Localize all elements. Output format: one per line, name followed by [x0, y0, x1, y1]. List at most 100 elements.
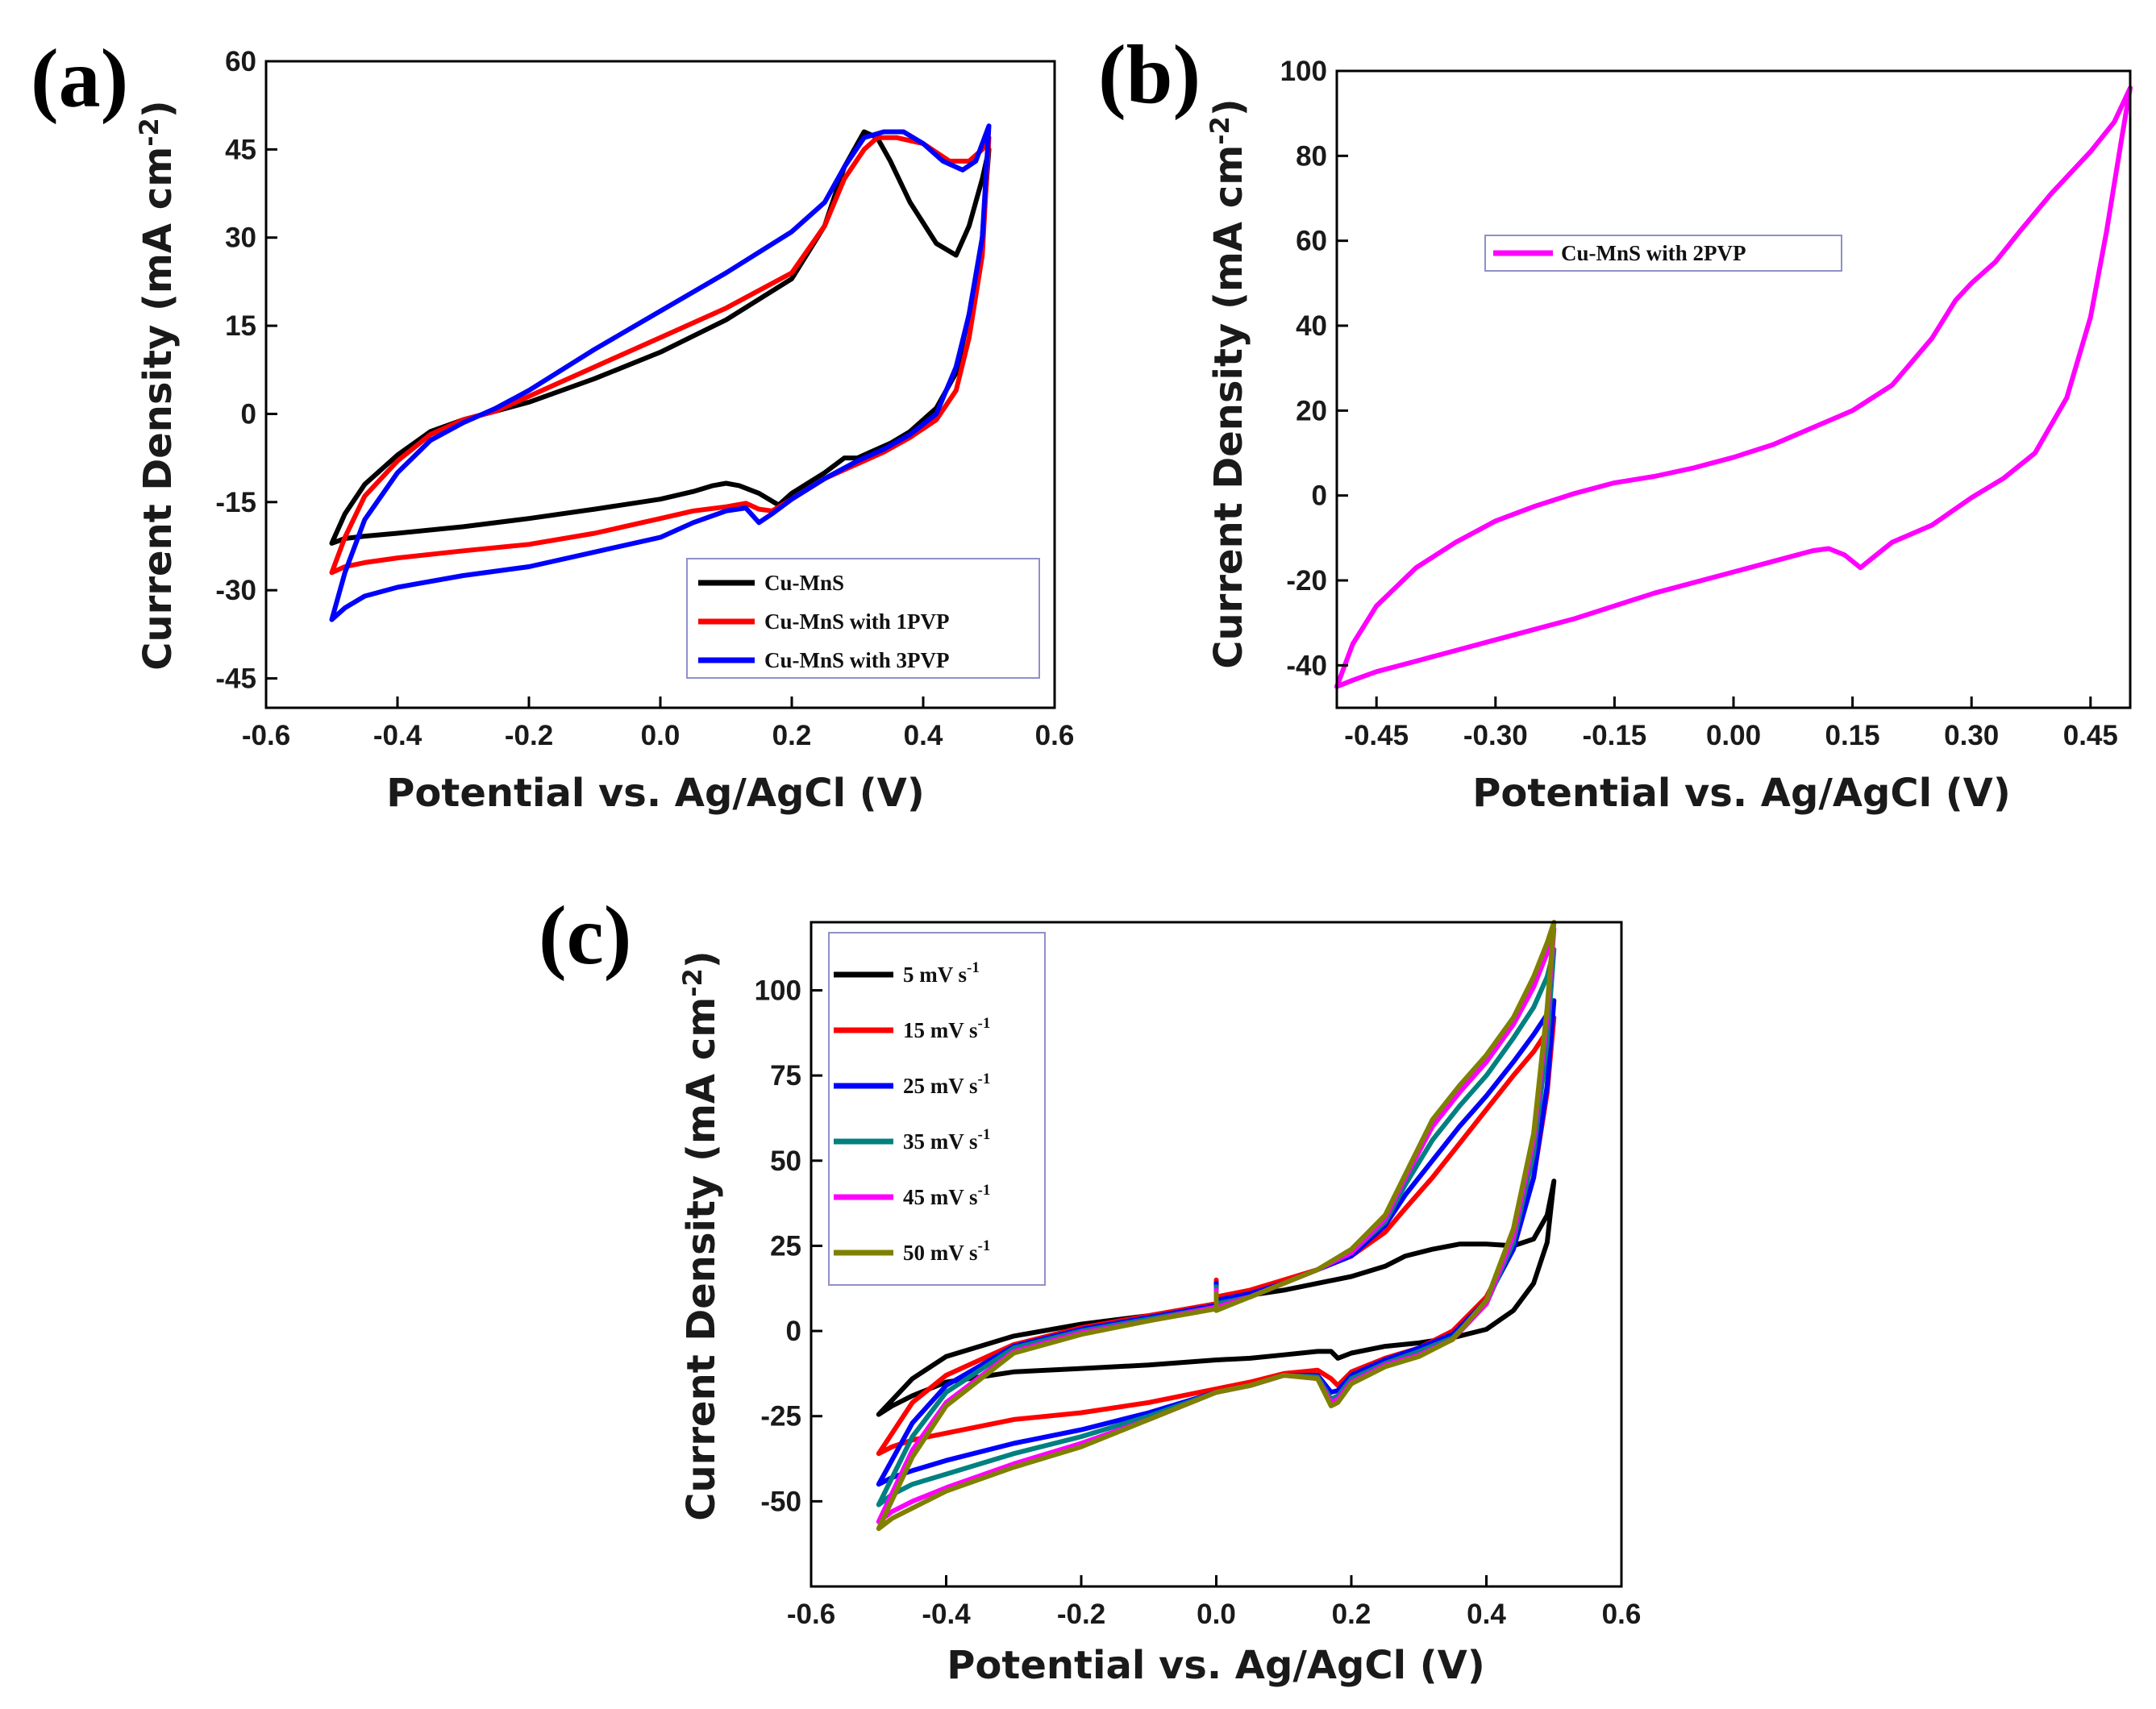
y-axis-title-sup-c: -2	[677, 968, 708, 997]
y-tick-label-b-3: 20	[1296, 395, 1327, 426]
series-layer-c	[876, 920, 1557, 1532]
y-tick-label-b-4: 40	[1296, 310, 1327, 342]
legend-sup-45mv: -1	[978, 1182, 991, 1199]
x-tick-label-b-4: 0.15	[1825, 720, 1880, 751]
x-tick-label-c-4: 0.2	[1332, 1599, 1371, 1630]
x-tick-label-c-6: 0.6	[1602, 1599, 1642, 1630]
y-tick-label-b-6: 80	[1296, 140, 1327, 172]
x-axis-title-b: Potential vs. Ag/AgCl (V)	[1472, 771, 2011, 816]
y-tick-label-a-5: 30	[225, 222, 256, 254]
legend-item-35mv: 35 mV s-1	[903, 1126, 990, 1154]
series-line-b-0	[1334, 85, 2133, 689]
x-tick-label-b-6: 0.45	[2063, 720, 2118, 751]
y-tick-label-b-1: -20	[1286, 565, 1327, 597]
y-tick-label-a-6: 45	[225, 134, 256, 165]
series-layer-a	[329, 123, 992, 622]
x-tick-label-c-5: 0.4	[1467, 1599, 1506, 1630]
y-axis-title-text-a: Current Density (mA cm	[135, 147, 181, 671]
y-tick-label-a-1: -30	[215, 575, 256, 606]
svg-text:Current Density (mA cm-2): Current Density (mA cm-2)	[134, 100, 181, 670]
chart-panel-a: (a) Current Density (mA cm-2) Potential …	[31, 32, 1074, 816]
legend-a: Cu-MnS Cu-MnS with 1PVP Cu-MnS with 3PVP	[686, 558, 1040, 679]
legend-box-c	[828, 932, 1046, 1286]
x-tick-label-a-4: 0.2	[772, 720, 812, 751]
y-axis-title-close-b: )	[1206, 98, 1251, 116]
series-layer-b	[1334, 85, 2133, 689]
y-axis-title-close-a: )	[135, 100, 181, 118]
legend-b: Cu-MnS with 2PVP	[1484, 235, 1842, 272]
x-tick-label-b-2: -0.15	[1583, 720, 1647, 751]
legend-item-5mv: 5 mV s-1	[903, 959, 980, 987]
y-tick-label-c-5: 75	[770, 1060, 801, 1092]
legend-item-15mv: 15 mV s-1	[903, 1015, 990, 1042]
legend-label-45mv: 45 mV s	[903, 1185, 978, 1209]
chart-panel-c: (c) Current Density (mA cm-2) Potential …	[539, 889, 1641, 1688]
legend-sup-15mv: -1	[978, 1015, 991, 1032]
y-tick-label-b-2: 0	[1312, 480, 1327, 512]
x-tick-label-b-5: 0.30	[1944, 720, 1999, 751]
x-tick-label-c-3: 0.0	[1197, 1599, 1236, 1630]
x-tick-label-b-0: -0.45	[1344, 720, 1409, 751]
y-tick-label-b-0: -40	[1286, 650, 1327, 681]
x-axis-title-a: Potential vs. Ag/AgCl (V)	[386, 771, 925, 816]
y-axis-title-text-b: Current Density (mA cm	[1206, 145, 1251, 669]
ticks-layer-c: -0.6 -0.4 -0.2 0.0 0.2 0.4 0.6 -50 -25 0 25 50 75 100	[755, 975, 1642, 1630]
y-tick-label-a-2: -15	[215, 487, 256, 518]
x-tick-label-a-5: 0.4	[904, 720, 943, 751]
y-axis-title-text-c: Current Density (mA cm	[679, 997, 724, 1521]
y-tick-label-a-3: 0	[241, 398, 256, 430]
legend-label-35mv: 35 mV s	[903, 1129, 978, 1154]
y-tick-label-c-1: -25	[760, 1401, 801, 1432]
y-tick-label-c-3: 25	[770, 1230, 801, 1262]
panel-label-b: (b)	[1098, 28, 1201, 121]
series-line-c-0	[876, 1179, 1557, 1417]
legend-item-25mv: 25 mV s-1	[903, 1071, 990, 1098]
svg-text:Current Density (mA cm-2): Current Density (mA cm-2)	[1205, 98, 1251, 668]
x-tick-label-a-0: -0.6	[242, 720, 290, 751]
legend-sup-50mv: -1	[978, 1237, 991, 1254]
legend-label-3pvp: Cu-MnS with 3PVP	[764, 648, 950, 672]
panel-label-c: (c)	[539, 889, 631, 982]
legend-sup-5mv: -1	[967, 959, 980, 976]
panel-label-a: (a)	[31, 32, 128, 125]
legend-item-50mv: 50 mV s-1	[903, 1237, 990, 1265]
svg-text:Current Density (mA cm-2): Current Density (mA cm-2)	[677, 950, 724, 1520]
y-axis-title-close-c: )	[679, 950, 724, 968]
y-axis-title-c: Current Density (mA cm-2)	[677, 950, 724, 1520]
ticks-layer-a: -0.6 -0.4 -0.2 0.0 0.2 0.4 0.6 -45 -30 -15 0 15 30 45…	[215, 46, 1074, 751]
x-tick-label-a-3: 0.0	[641, 720, 681, 751]
x-tick-label-a-6: 0.6	[1035, 720, 1075, 751]
y-tick-label-c-2: 0	[786, 1316, 801, 1347]
legend-label-2pvp: Cu-MnS with 2PVP	[1561, 241, 1746, 265]
x-tick-label-b-3: 0.00	[1706, 720, 1761, 751]
y-tick-label-c-4: 50	[770, 1146, 801, 1177]
x-tick-label-c-2: -0.2	[1057, 1599, 1105, 1630]
y-tick-label-c-6: 100	[755, 975, 801, 1007]
y-axis-title-a: Current Density (mA cm-2)	[134, 100, 181, 670]
legend-label-15mv: 15 mV s	[903, 1018, 978, 1042]
legend-item-45mv: 45 mV s-1	[903, 1182, 990, 1209]
y-tick-label-b-7: 100	[1280, 56, 1327, 87]
x-tick-label-b-1: -0.30	[1463, 720, 1528, 751]
series-line-c-5	[876, 920, 1557, 1532]
legend-sup-35mv: -1	[978, 1126, 991, 1143]
legend-sup-25mv: -1	[978, 1071, 991, 1087]
chart-panel-b: (b) Current Density (mA cm-2) Potential …	[1098, 28, 2133, 816]
legend-label-5mv: 5 mV s	[903, 963, 967, 987]
y-tick-label-a-4: 15	[225, 310, 256, 342]
y-axis-title-sup-b: -2	[1205, 116, 1235, 145]
x-tick-label-c-0: -0.6	[787, 1599, 835, 1630]
legend-label-cu-mns: Cu-MnS	[764, 571, 844, 595]
y-tick-label-c-0: -50	[760, 1486, 801, 1517]
y-axis-title-b: Current Density (mA cm-2)	[1205, 98, 1251, 668]
legend-c: 5 mV s-1 15 mV s-1 25 mV s-1 35 mV s-1 4…	[828, 932, 1046, 1286]
series-line-a-2	[329, 123, 992, 622]
x-tick-label-a-2: -0.2	[505, 720, 553, 751]
legend-label-25mv: 25 mV s	[903, 1074, 978, 1098]
y-tick-label-b-5: 60	[1296, 226, 1327, 257]
y-tick-label-a-0: -45	[215, 663, 256, 695]
x-tick-label-a-1: -0.4	[373, 720, 422, 751]
x-tick-label-c-1: -0.4	[922, 1599, 971, 1630]
